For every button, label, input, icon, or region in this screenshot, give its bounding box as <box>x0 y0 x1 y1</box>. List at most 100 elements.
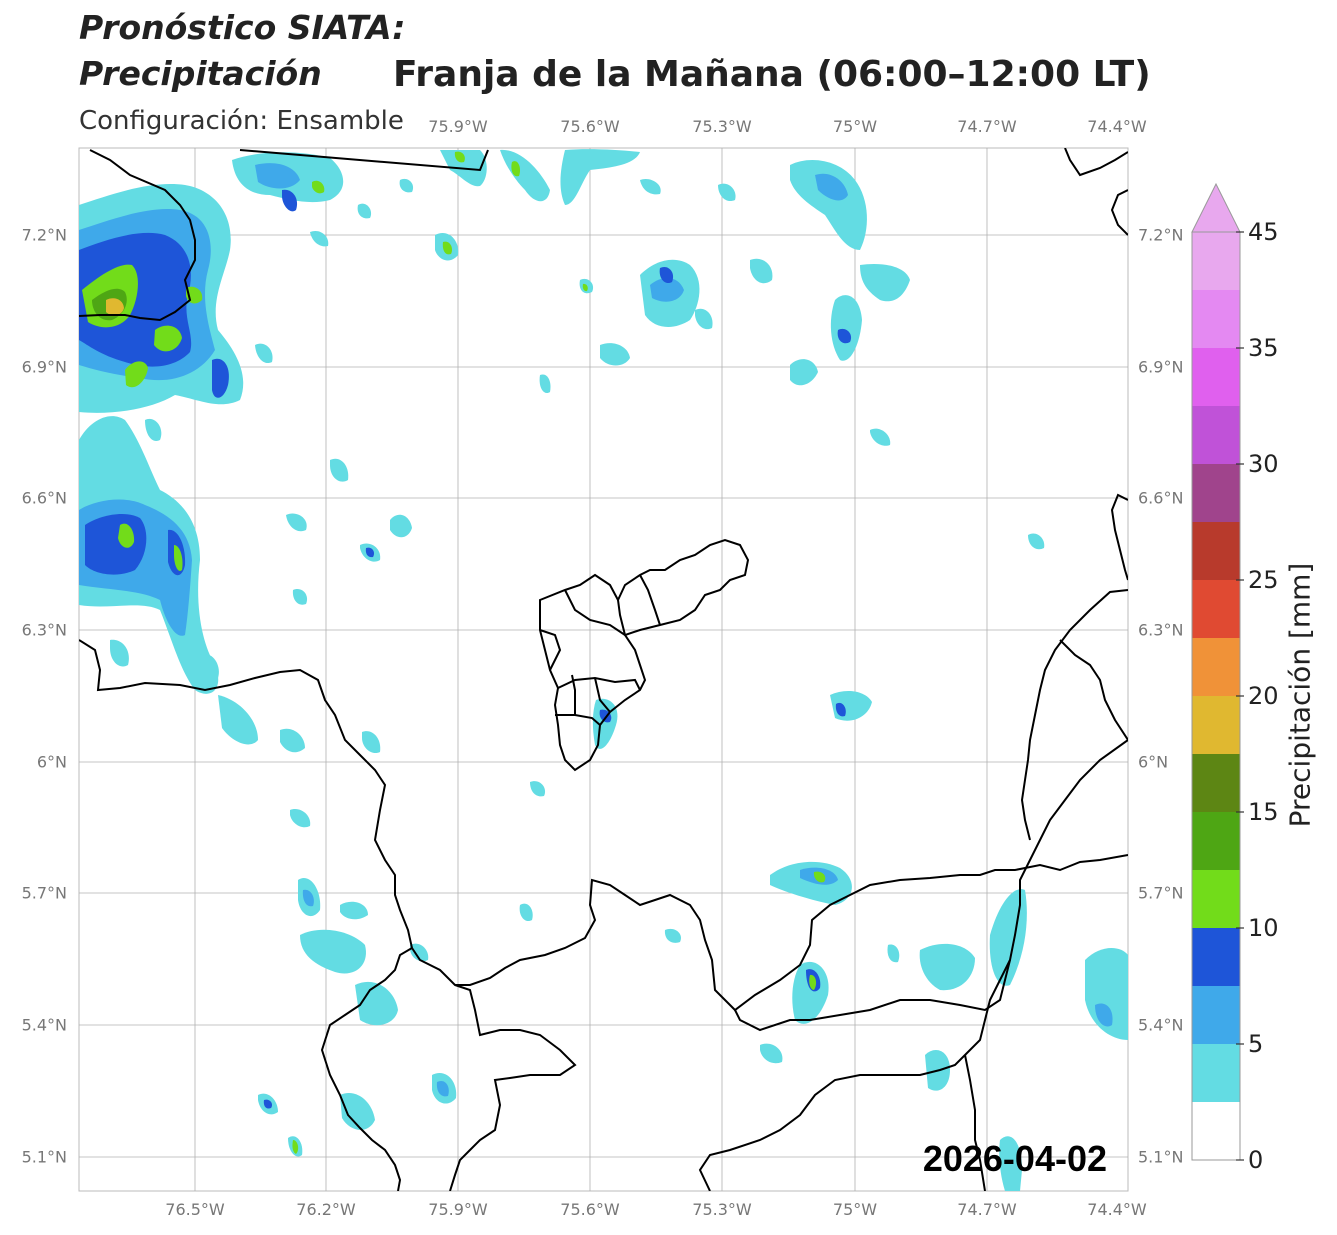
lat-tick-right: 6°N <box>1138 752 1169 772</box>
rain-cell <box>1028 533 1045 550</box>
title-line-1: Pronóstico SIATA: <box>79 8 406 47</box>
rain-cell <box>263 1099 273 1109</box>
boundary-line <box>79 149 196 322</box>
configuration-label: Configuración: Ensamble <box>79 106 408 136</box>
lon-tick-top: 75.3°W <box>692 117 752 136</box>
colorbar-bin <box>1192 812 1240 870</box>
rain-ne-top-5 <box>815 173 848 201</box>
lon-tick-bottom: 74.7°W <box>957 1200 1017 1219</box>
colorbar-tick-label: 15 <box>1248 798 1279 826</box>
lat-tick-left: 5.7°N <box>21 883 67 903</box>
boundary-line <box>557 676 641 691</box>
colorbar-bin <box>1192 754 1240 812</box>
rain-cell <box>390 514 412 538</box>
map-background <box>78 147 1129 1192</box>
rain-cell <box>300 929 366 974</box>
lon-tick-bottom: 75.6°W <box>560 1200 620 1219</box>
colorbar-bin <box>1192 638 1240 696</box>
boundary-line <box>539 538 750 772</box>
title-line-2: Precipitación <box>79 54 322 93</box>
rain-cell <box>887 944 900 963</box>
lon-tick-top: 75.6°W <box>560 117 620 136</box>
rain-area-sw1 <box>218 695 258 745</box>
rain-cell <box>919 943 975 991</box>
colorbar-tick-label: 5 <box>1248 1030 1264 1058</box>
rain-area-nw-c <box>125 361 148 388</box>
rain-area-west-b15 <box>174 545 183 571</box>
boundary-line <box>734 739 1128 1032</box>
rain-top-mid-bcore <box>511 161 521 177</box>
rain-cell <box>760 1043 783 1064</box>
boundary-line <box>698 959 1011 1191</box>
colorbar-bin <box>1192 986 1240 1044</box>
boundary-line <box>1059 639 1128 741</box>
boundary-line <box>1110 189 1128 236</box>
colorbar-bin <box>1192 522 1240 580</box>
boundary-line <box>594 677 611 713</box>
rain-cell <box>695 308 713 330</box>
colorbar-bin <box>1192 580 1240 638</box>
boundary-line <box>555 674 576 716</box>
rain-cell <box>330 458 349 482</box>
boundary-line <box>1020 589 1128 841</box>
boundary-line <box>639 574 661 626</box>
rain-cell <box>255 343 273 364</box>
lon-tick-bottom: 75.9°W <box>428 1200 488 1219</box>
boundary-line <box>574 714 601 726</box>
colorbar-bin <box>1192 928 1240 986</box>
rain-cell <box>436 1080 449 1097</box>
rain-cell <box>302 889 314 907</box>
rain-cell <box>200 654 219 679</box>
colorbar-tick-label: 10 <box>1248 914 1279 942</box>
rain-cell <box>870 428 891 446</box>
rain-cell <box>792 961 829 1024</box>
boundary-line <box>964 1054 986 1191</box>
rain-core-nw <box>106 298 124 316</box>
lat-tick-left: 5.1°N <box>21 1147 67 1167</box>
lon-tick-bottom: 76.2°W <box>296 1200 356 1219</box>
rain-cell <box>286 513 307 532</box>
rain-cell <box>340 1092 375 1130</box>
rain-cell <box>530 781 546 797</box>
lat-tick-left: 5.4°N <box>21 1015 67 1035</box>
colorbar-tick-label: 0 <box>1248 1146 1264 1174</box>
boundary-line <box>79 639 1128 1012</box>
colorbar-tick-label: 45 <box>1248 218 1279 246</box>
rain-cell <box>750 258 773 284</box>
colorbar-bin <box>1192 464 1240 522</box>
rain-cell <box>989 889 1027 986</box>
lon-tick-bottom: 76.5°W <box>165 1200 225 1219</box>
lon-tick-top: 74.4°W <box>1087 117 1147 136</box>
lat-tick-right: 6.6°N <box>1138 488 1184 508</box>
rain-cell <box>1095 1003 1113 1027</box>
lon-tick-top: 75°W <box>832 117 878 136</box>
lat-tick-right: 5.1°N <box>1138 1147 1184 1167</box>
boundary-line <box>564 589 626 636</box>
rain-cell <box>310 230 329 247</box>
rain-area-nw-b <box>154 325 182 352</box>
colorbar-extend-arrow <box>1191 182 1241 233</box>
rain-cell <box>809 974 817 990</box>
colorbar-bin <box>1192 696 1240 754</box>
colorbar-tick-label: 20 <box>1248 682 1279 710</box>
colorbar-bin <box>1192 1044 1240 1102</box>
lat-tick-left: 6.9°N <box>21 357 67 377</box>
rain-cell <box>830 295 862 361</box>
rain-area-nw-e <box>212 358 229 398</box>
rain-cell <box>659 266 674 284</box>
boundary-line <box>449 984 577 1191</box>
lat-tick-left: 6.6°N <box>21 488 67 508</box>
colorbar-bin <box>1192 232 1240 290</box>
boundary-line <box>1110 493 1128 581</box>
rain-area-west-10 <box>85 514 147 575</box>
lat-tick-right: 6.9°N <box>1138 357 1184 377</box>
rain-cell <box>664 928 681 943</box>
colorbar-bin <box>1192 290 1240 348</box>
forecast-date: 2026-04-02 <box>922 1138 1107 1179</box>
boundaries <box>79 148 1128 1191</box>
rain-top-c <box>560 149 640 205</box>
lat-tick-right: 5.7°N <box>1138 883 1184 903</box>
rain-cell <box>539 374 551 394</box>
map-grid <box>79 148 1128 1191</box>
lon-tick-bottom: 75.3°W <box>692 1200 752 1219</box>
